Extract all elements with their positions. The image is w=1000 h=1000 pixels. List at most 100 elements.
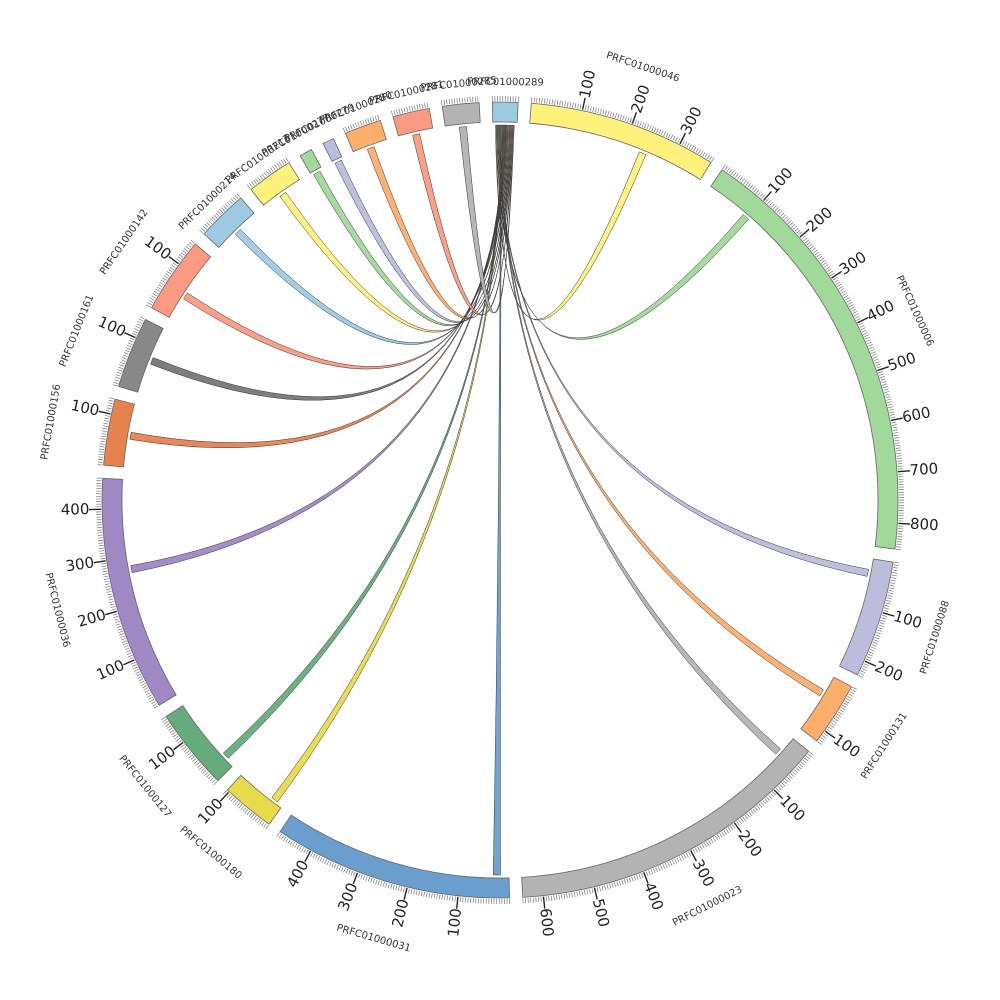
minor-tick (111, 608, 117, 611)
minor-tick (541, 98, 543, 104)
minor-tick (453, 98, 456, 104)
minor-tick (390, 883, 393, 889)
minor-tick (107, 404, 113, 407)
link-prfc01000280 (366, 124, 513, 319)
minor-tick (873, 358, 879, 362)
minor-tick (569, 102, 572, 108)
minor-tick (331, 862, 335, 868)
minor-tick (106, 588, 112, 591)
minor-tick (697, 846, 701, 852)
minor-tick (548, 895, 550, 902)
minor-tick (419, 104, 421, 110)
minor-tick (261, 821, 265, 827)
minor-tick (891, 574, 897, 577)
minor-tick (871, 351, 876, 354)
minor-tick (768, 794, 773, 800)
major-tick (593, 887, 598, 900)
tick-label-prfc01000036-100: 100 (94, 656, 127, 684)
minor-tick (259, 820, 263, 825)
tick-label-prfc01000161-100: 100 (95, 313, 128, 341)
minor-tick (892, 572, 898, 574)
minor-tick (107, 593, 113, 596)
minor-tick (646, 124, 650, 130)
minor-tick (171, 264, 176, 269)
tick-label-prfc01000131-100: 100 (830, 730, 864, 761)
minor-tick (153, 290, 159, 295)
minor-tick (98, 542, 104, 544)
segment-label-prfc01000046: PRFC01000046 (605, 50, 681, 84)
minor-tick (301, 847, 305, 852)
minor-tick (859, 324, 865, 328)
minor-tick (305, 849, 309, 855)
tick-label-prfc01000088-200: 200 (872, 657, 905, 685)
major-tick (799, 228, 810, 238)
minor-tick (678, 856, 682, 862)
minor-tick (891, 421, 897, 424)
minor-tick (367, 877, 371, 882)
minor-tick (881, 381, 887, 384)
minor-tick (601, 885, 604, 891)
minor-tick (128, 340, 134, 343)
minor-tick (674, 858, 678, 864)
ticks-prfc01000180 (219, 790, 269, 830)
minor-tick (149, 698, 155, 702)
minor-tick (584, 105, 587, 111)
minor-tick (113, 615, 119, 619)
minor-tick (617, 113, 620, 119)
tick-label-prfc01000031-300: 300 (334, 880, 361, 913)
minor-tick (211, 216, 216, 221)
minor-tick (785, 218, 790, 223)
minor-tick (104, 583, 110, 586)
minor-tick (98, 459, 104, 461)
minor-tick (709, 155, 713, 161)
link-prfc01000277 (313, 124, 511, 327)
minor-tick (423, 891, 426, 897)
major-tick (763, 190, 773, 201)
minor-tick (876, 632, 882, 635)
minor-tick (276, 832, 280, 837)
minor-tick (314, 854, 318, 860)
minor-tick (660, 865, 663, 871)
minor-tick (146, 304, 151, 308)
minor-tick (842, 704, 847, 709)
minor-tick (895, 447, 901, 449)
minor-tick (283, 836, 287, 842)
link-prfc01000156 (129, 124, 506, 448)
minor-tick (743, 179, 747, 185)
minor-tick (151, 701, 156, 705)
minor-tick (104, 417, 110, 420)
minor-tick (175, 738, 181, 742)
minor-tick (681, 140, 685, 146)
minor-tick (115, 376, 120, 380)
minor-tick (609, 883, 612, 889)
minor-tick (589, 106, 592, 112)
minor-tick (395, 885, 398, 891)
minor-tick (859, 672, 865, 676)
minor-tick (354, 122, 358, 128)
minor-tick (879, 622, 885, 625)
minor-tick (612, 112, 615, 118)
segment-prfc01000161 (118, 318, 164, 393)
segment-prfc01000156 (103, 398, 135, 468)
minor-tick (848, 693, 854, 697)
minor-tick (132, 330, 138, 334)
minor-tick (416, 104, 419, 110)
minor-tick (321, 858, 325, 863)
ticks-prfc01000285 (440, 96, 479, 106)
minor-tick (878, 373, 884, 376)
minor-tick (880, 619, 886, 622)
minor-tick (206, 222, 211, 226)
minor-tick (634, 119, 637, 125)
minor-tick (896, 455, 902, 457)
major-tick (124, 332, 136, 339)
minor-tick (867, 341, 872, 345)
minor-tick (672, 135, 676, 141)
minor-tick (887, 594, 893, 597)
minor-tick (845, 698, 851, 702)
minor-tick (199, 229, 204, 234)
minor-tick (849, 691, 855, 695)
major-tick (877, 365, 889, 372)
minor-tick (298, 845, 302, 851)
minor-tick (883, 388, 889, 391)
minor-tick (730, 170, 735, 175)
